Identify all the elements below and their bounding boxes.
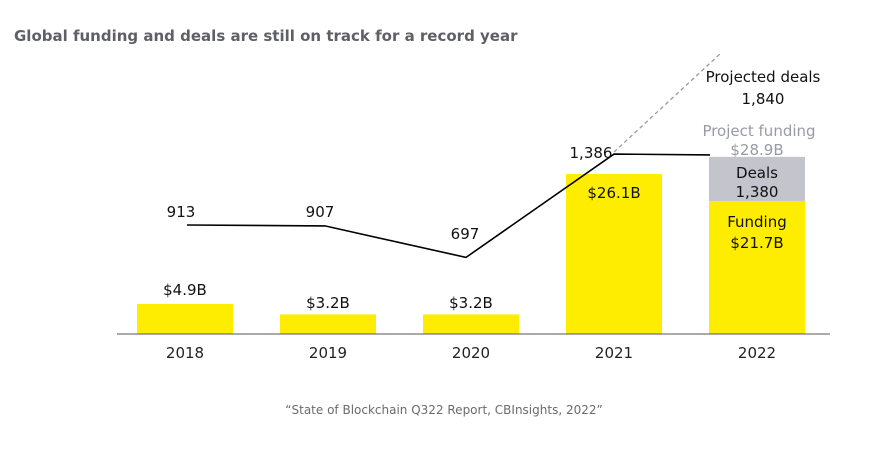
bar-funding-2020: [423, 314, 519, 334]
bar-funding-2018: [137, 303, 233, 334]
deals-value-label-2018: 913: [167, 203, 196, 221]
funding-value-label-2021: $26.1B: [587, 184, 640, 202]
deals-annotation-label: Deals: [736, 164, 778, 182]
chart-title: Global funding and deals are still on tr…: [14, 27, 518, 45]
projected-deals-line: [613, 53, 721, 153]
project-funding-value: $28.9B: [730, 141, 783, 159]
bar-funding-2019: [280, 314, 376, 334]
deals-value-label-2019: 907: [306, 203, 335, 221]
deals-value-label-2020: 697: [451, 225, 480, 243]
x-tick-label-2019: 2019: [309, 344, 347, 362]
funding-value-label-2022: $21.7B: [730, 234, 783, 252]
projected-deals-value: 1,840: [742, 90, 785, 108]
x-tick-label-2018: 2018: [166, 344, 204, 362]
funding-value-label-2018: $4.9B: [163, 281, 207, 299]
bar-funding-2022: [709, 200, 805, 334]
project-funding-label: Project funding: [702, 122, 815, 140]
bar-funding-2021: [566, 174, 662, 334]
deals-value-label-2022: 1,380: [736, 183, 779, 201]
source-caption: “State of Blockchain Q322 Report, CBInsi…: [285, 403, 603, 417]
funding-annotation-label: Funding: [727, 213, 787, 231]
deals-line: [186, 153, 711, 259]
lines-layer: [186, 53, 721, 259]
funding-value-label-2020: $3.2B: [449, 294, 493, 312]
x-tick-label-2020: 2020: [452, 344, 490, 362]
funding-value-label-2019: $3.2B: [306, 294, 350, 312]
x-tick-label-2021: 2021: [595, 344, 633, 362]
deals-value-label-2021: 1,386: [570, 144, 613, 162]
projected-deals-label: Projected deals: [706, 68, 821, 86]
x-tick-label-2022: 2022: [738, 344, 776, 362]
labels-layer: 2018 2019 2020 2021 2022 $4.9B $3.2B $3.2B $26.1…: [163, 68, 820, 362]
bars-layer: [137, 156, 805, 334]
